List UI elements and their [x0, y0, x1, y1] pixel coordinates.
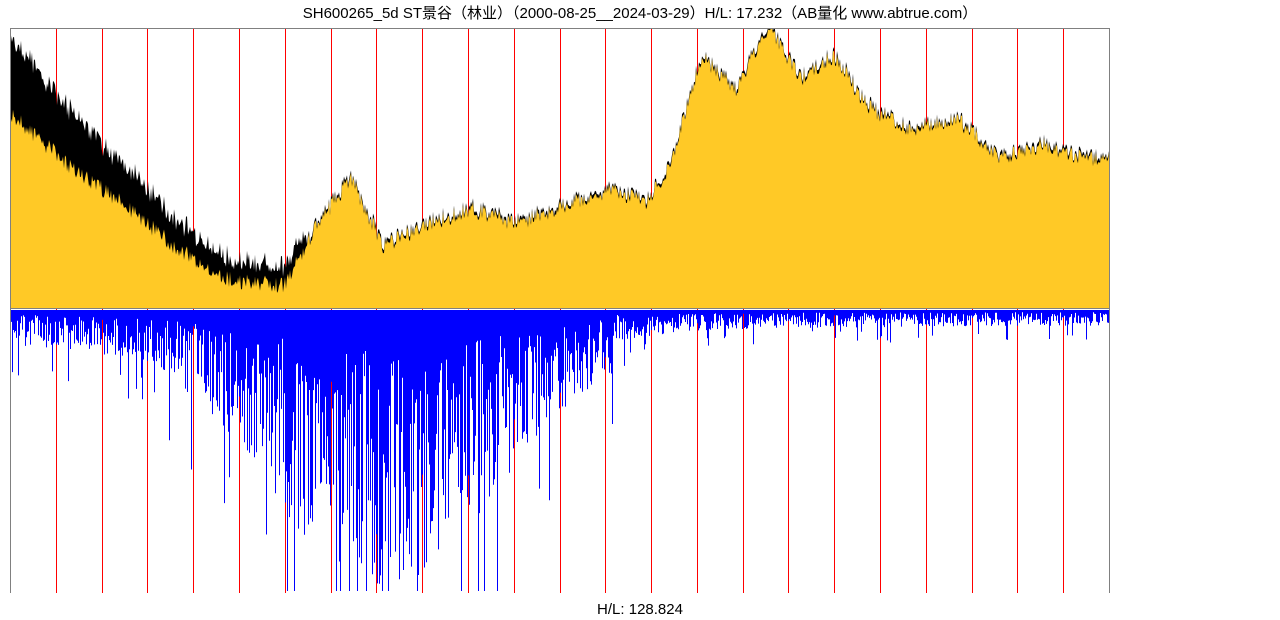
- price-low-area: [10, 28, 1109, 308]
- chart-title-bottom: H/L: 128.824: [0, 601, 1280, 618]
- chart-area: [10, 28, 1110, 593]
- stock-chart-svg: [10, 28, 1110, 593]
- chart-title-top: SH600265_5d ST景谷（林业）（2000-08-25__2024-03…: [0, 2, 1280, 23]
